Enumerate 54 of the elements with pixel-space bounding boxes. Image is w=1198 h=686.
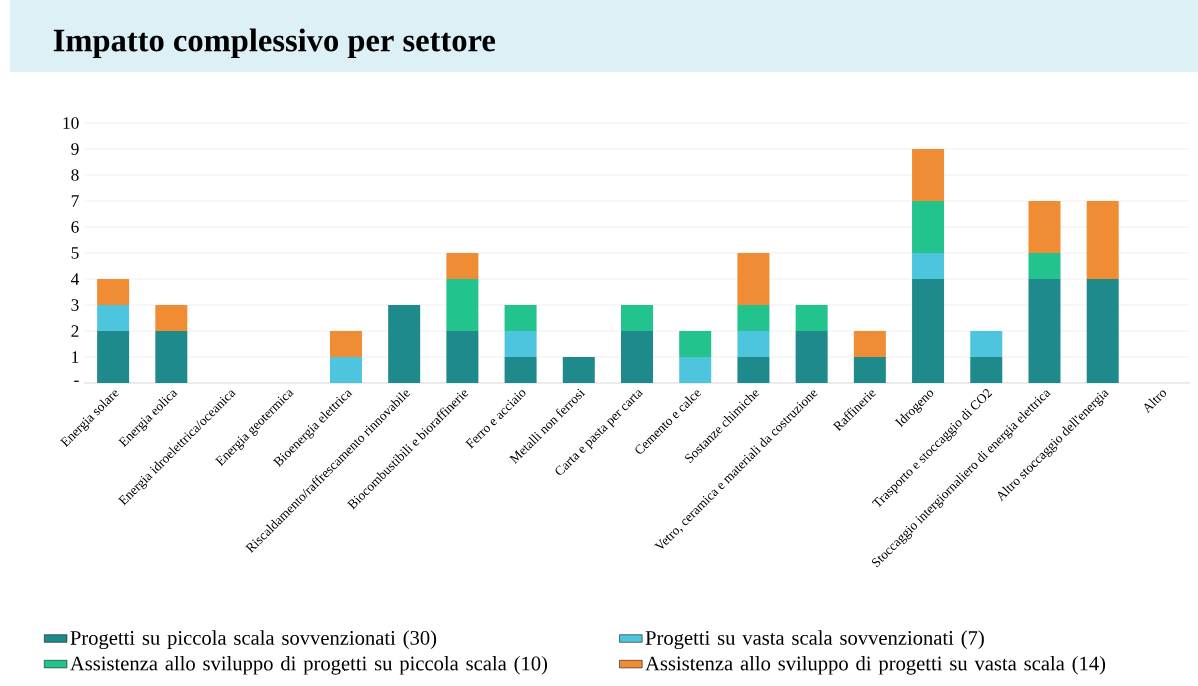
bar: [912, 148, 945, 201]
bar: [97, 278, 130, 305]
bar: [446, 252, 479, 279]
bar: [853, 330, 886, 357]
bar: [795, 330, 828, 383]
y-tick-label: 7: [71, 195, 79, 207]
bar: [970, 330, 1003, 357]
legend-label: Assistenza allo sviluppo di progetti su vasta scala (14): [645, 655, 1106, 675]
bar: [1028, 278, 1061, 383]
bar: [329, 356, 362, 383]
bar: [679, 356, 712, 383]
bar: [912, 278, 945, 383]
bar: [446, 278, 479, 331]
bar: [504, 330, 537, 357]
bar: [97, 330, 130, 383]
bar: [621, 304, 654, 331]
bar: [621, 330, 654, 383]
bar: [504, 356, 537, 383]
bar: [155, 304, 188, 331]
bar: [446, 330, 479, 383]
bar: [1028, 252, 1061, 279]
bar: [97, 304, 130, 331]
bar: [679, 330, 712, 357]
chart-title: Impatto complessivo per settore: [53, 28, 496, 59]
y-tick-label: 5: [71, 247, 79, 259]
y-tick-label: 1: [72, 351, 79, 363]
bar: [329, 330, 362, 357]
bar: [1028, 200, 1061, 253]
bar: [562, 356, 595, 383]
bar: [388, 304, 421, 383]
y-tick-label: 3: [71, 299, 79, 311]
bar: [504, 304, 537, 331]
bar: [1086, 278, 1119, 383]
bar: [912, 200, 945, 253]
legend-label: Assistenza allo sviluppo di progetti su piccola scala (10): [70, 655, 548, 675]
legend-label: Progetti su piccola scala sovvenzionati (30): [70, 630, 437, 650]
bar: [853, 356, 886, 383]
y-tick-label: 10: [63, 117, 79, 129]
y-tick-label: -: [74, 380, 79, 382]
bar: [737, 356, 770, 383]
legend-label: Progetti su vasta scala sovvenzionati (7): [645, 630, 984, 650]
bar: [1086, 200, 1119, 279]
bar: [155, 330, 188, 383]
y-tick-label: 8: [71, 169, 79, 181]
y-tick-label: 6: [71, 221, 79, 233]
y-tick-label: 4: [71, 273, 80, 285]
y-tick-label: 9: [71, 143, 79, 155]
bar: [912, 252, 945, 279]
y-tick-label: 2: [71, 325, 79, 337]
bar: [737, 304, 770, 331]
bar: [795, 304, 828, 331]
bar: [737, 330, 770, 357]
bar: [737, 252, 770, 305]
bar: [970, 356, 1003, 383]
